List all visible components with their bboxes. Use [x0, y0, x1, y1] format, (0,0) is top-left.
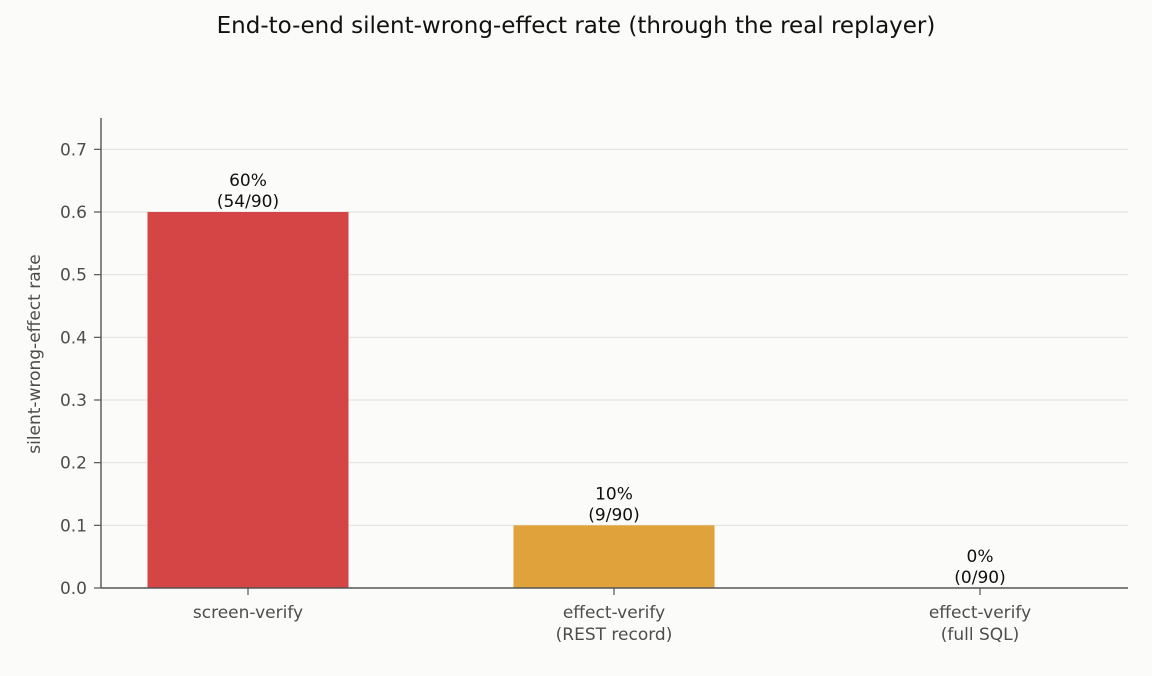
- bar-value-label: (0/90): [954, 568, 1005, 588]
- bar-value-label: 10%: [595, 484, 633, 504]
- bar: [513, 525, 715, 588]
- x-tick-label: (REST record): [556, 625, 673, 645]
- axes: [94, 118, 1128, 595]
- x-tick-label: effect-verify: [929, 603, 1031, 623]
- chart-title: End-to-end silent-wrong-effect rate (thr…: [217, 13, 936, 39]
- y-tick-label: 0.4: [60, 328, 87, 348]
- y-tick-label: 0.7: [60, 140, 87, 160]
- y-tick-label: 0.2: [60, 454, 87, 474]
- y-tick-label: 0.0: [60, 579, 87, 599]
- bar-value-label: 0%: [967, 547, 994, 567]
- y-tick-label: 0.5: [60, 266, 87, 286]
- x-tick-label: screen-verify: [193, 603, 303, 623]
- bar-value-label: (54/90): [217, 192, 279, 212]
- y-tick-label: 0.6: [60, 203, 87, 223]
- bar: [147, 212, 349, 588]
- x-tick-label: (full SQL): [941, 625, 1020, 645]
- y-tick-label: 0.1: [60, 516, 87, 536]
- y-axis-label: silent-wrong-effect rate: [25, 254, 45, 454]
- labels: 0.0 0.1 0.2 0.3 0.4 0.5 0.6 0.7 60%(54/90) screen…: [60, 140, 1031, 645]
- x-tick-label: effect-verify: [563, 603, 665, 623]
- bar-value-label: 60%: [229, 171, 267, 191]
- bars: [147, 212, 715, 588]
- bar-value-label: (9/90): [588, 505, 639, 525]
- y-tick-label: 0.3: [60, 391, 87, 411]
